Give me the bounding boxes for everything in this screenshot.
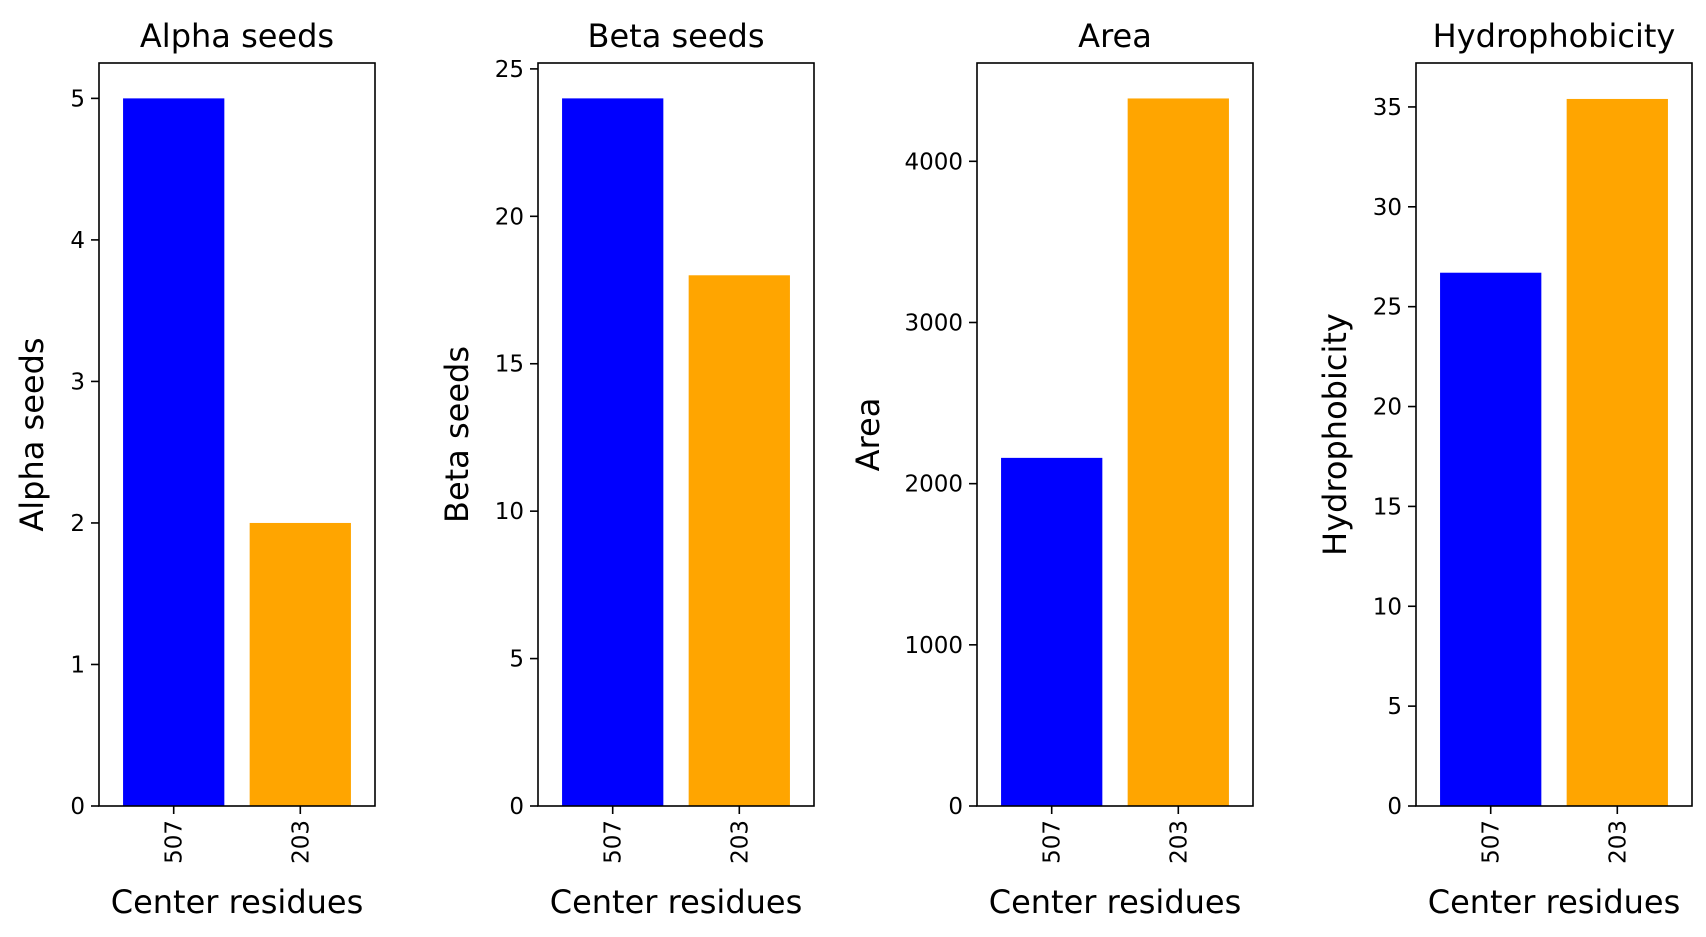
- y-tick-label: 10: [1373, 594, 1402, 620]
- x-tick-label: 507: [1040, 820, 1066, 864]
- plot-frame: [976, 62, 1254, 807]
- x-tick-label: 203: [1166, 820, 1192, 864]
- x-tick-label: 507: [162, 820, 188, 864]
- y-tick-label: 15: [495, 352, 524, 378]
- bar-203: [1566, 98, 1668, 807]
- bar-203: [688, 275, 790, 806]
- y-tick-label: 4: [70, 228, 85, 254]
- plot-frame: [1415, 62, 1693, 807]
- bar-203: [249, 522, 351, 806]
- x-tick-label: 507: [601, 820, 627, 864]
- chart-panel-area: Area 0 1000 2000 3000 4000 507 203 Area Cente…: [849, 17, 1254, 921]
- bar-507: [123, 98, 225, 806]
- x-axis-label: Center residues: [1428, 883, 1681, 921]
- y-tick-label: 0: [948, 794, 963, 820]
- y-tick-label: 4000: [904, 149, 963, 175]
- x-axis-label: Center residues: [550, 883, 803, 921]
- y-tick-label: 1: [70, 652, 85, 678]
- chart-title: Beta seeds: [588, 17, 765, 55]
- chart-title: Hydrophobicity: [1433, 17, 1676, 55]
- x-tick-label: 203: [288, 820, 314, 864]
- y-tick-label: 5: [70, 86, 85, 112]
- bar-507: [1001, 457, 1103, 806]
- plot-frame: [98, 62, 376, 807]
- y-tick-label: 30: [1373, 195, 1402, 221]
- x-axis-label: Center residues: [989, 883, 1242, 921]
- y-tick-label: 20: [1373, 395, 1402, 421]
- y-tick-label: 2000: [904, 472, 963, 498]
- y-tick-label: 35: [1373, 95, 1402, 121]
- x-axis-label: Center residues: [111, 883, 364, 921]
- y-axis-label: Alpha seeds: [13, 337, 51, 531]
- plot-frame: [537, 62, 815, 807]
- y-tick-label: 3000: [904, 310, 963, 336]
- y-tick-label: 0: [1387, 794, 1402, 820]
- y-tick-label: 25: [1373, 295, 1402, 321]
- x-tick-label: 203: [727, 820, 753, 864]
- y-axis-label: Beta seeds: [438, 346, 476, 523]
- y-tick-label: 25: [495, 57, 524, 83]
- chart-title: Alpha seeds: [140, 17, 334, 55]
- bar-507: [562, 98, 664, 806]
- y-axis-label: Hydrophobicity: [1316, 313, 1354, 556]
- y-axis-label: Area: [849, 398, 887, 472]
- y-tick-label: 3: [70, 369, 85, 395]
- y-tick-label: 1000: [904, 633, 963, 659]
- y-tick-label: 5: [1387, 694, 1402, 720]
- y-tick-label: 0: [509, 794, 524, 820]
- chart-title: Area: [1078, 17, 1152, 55]
- chart-panel-alpha-seeds: Alpha seeds 0 1 2 3 4 5 507 203 Alpha seeds Ce…: [13, 17, 376, 921]
- y-tick-label: 5: [509, 647, 524, 673]
- chart-panel-hydrophobicity: Hydrophobicity 0 5 10 15 20 25 30 35 507 203 Hyd…: [1316, 17, 1693, 921]
- x-tick-label: 507: [1479, 820, 1505, 864]
- y-tick-label: 10: [495, 499, 524, 525]
- y-tick-label: 0: [70, 794, 85, 820]
- y-tick-label: 15: [1373, 494, 1402, 520]
- y-tick-label: 2: [70, 511, 85, 537]
- bar-507: [1440, 272, 1542, 806]
- x-tick-label: 203: [1605, 820, 1631, 864]
- bar-203: [1127, 98, 1229, 806]
- y-tick-label: 20: [495, 204, 524, 230]
